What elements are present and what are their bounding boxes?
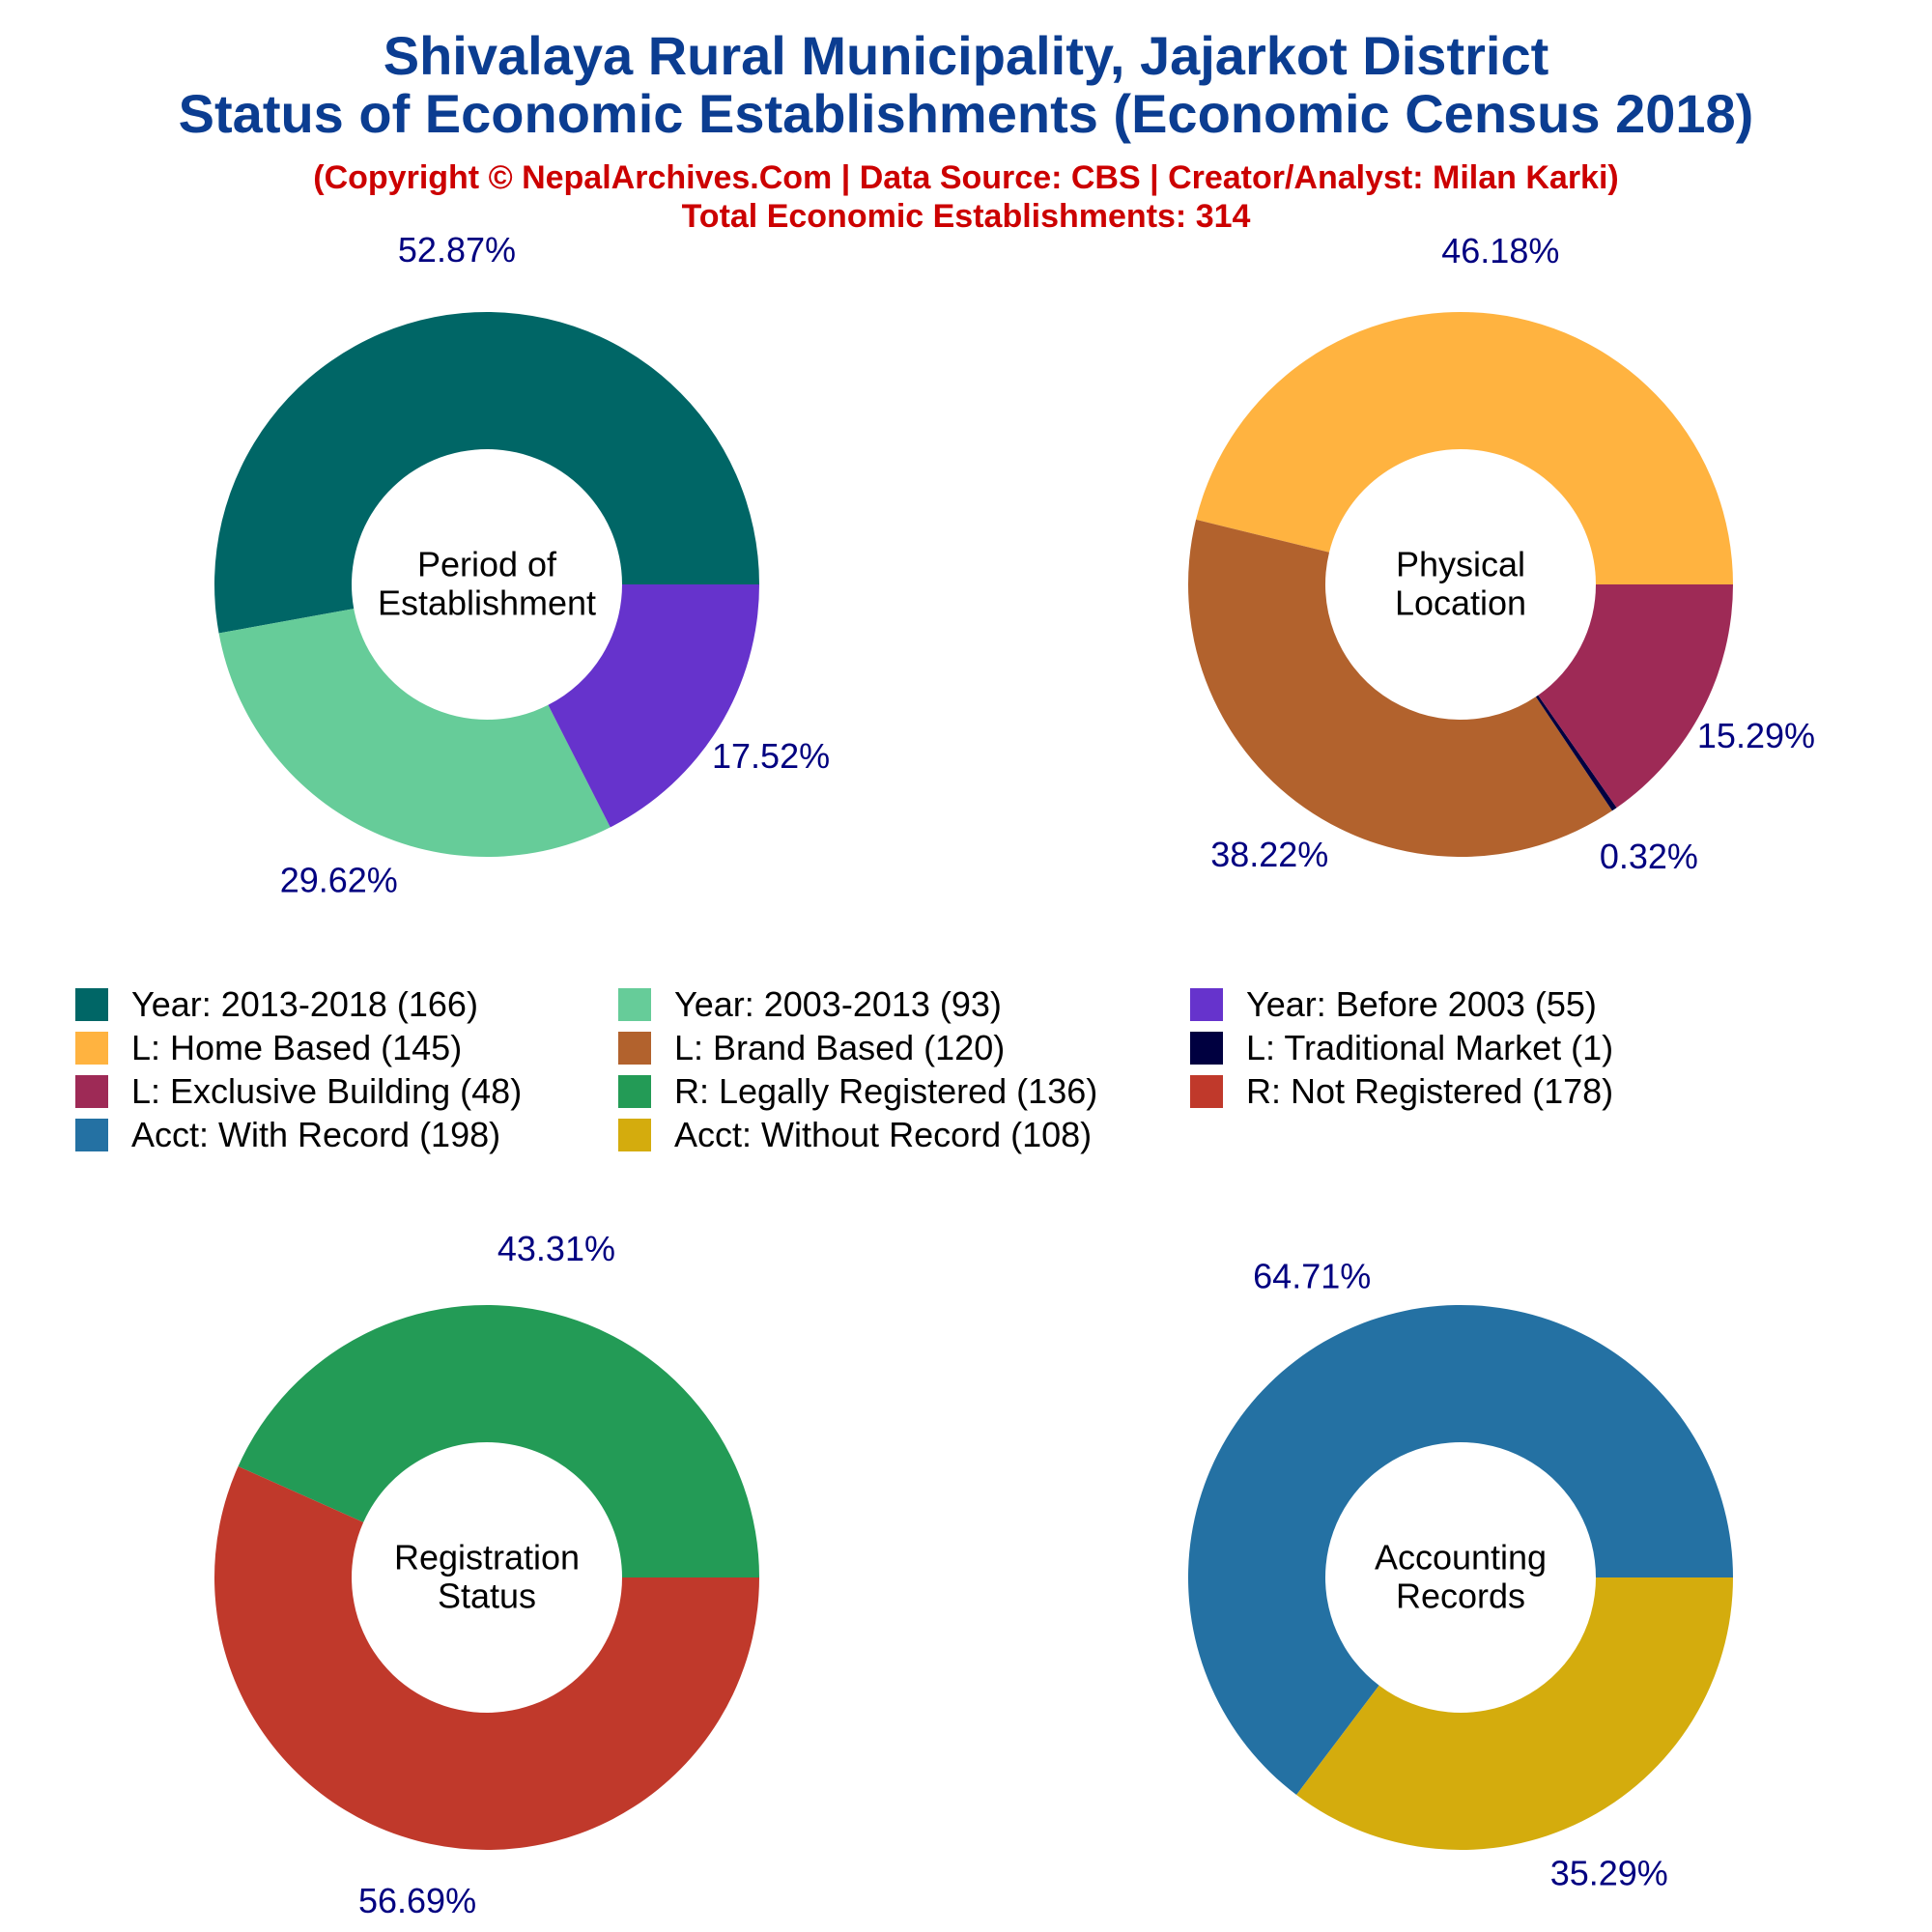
- legend-item: L: Traditional Market (1): [1190, 1027, 1613, 1069]
- pie-slice: [218, 609, 611, 857]
- legend-item: Acct: With Record (198): [75, 1114, 500, 1156]
- legend-label: R: Legally Registered (136): [674, 1071, 1098, 1111]
- slice-pct-label: 0.32%: [1600, 837, 1698, 876]
- legend-label: L: Brand Based (120): [674, 1028, 1006, 1067]
- pie-slice: [238, 1304, 759, 1577]
- legend-swatch: [75, 1119, 108, 1151]
- legend-swatch: [75, 1032, 108, 1065]
- legend-swatch: [1190, 988, 1223, 1021]
- legend-item: R: Not Registered (178): [1190, 1070, 1613, 1113]
- legend-item: Acct: Without Record (108): [618, 1114, 1092, 1156]
- slice-pct-label: 56.69%: [358, 1881, 476, 1920]
- legend-label: Year: 2003-2013 (93): [674, 984, 1002, 1024]
- legend-label: Acct: With Record (198): [131, 1115, 501, 1154]
- legend-item: L: Home Based (145): [75, 1027, 462, 1069]
- legend-item: Year: 2013-2018 (166): [75, 983, 478, 1026]
- legend-item: Year: 2003-2013 (93): [618, 983, 1002, 1026]
- legend-label: R: Not Registered (178): [1246, 1071, 1614, 1111]
- slice-pct-label: 38.22%: [1210, 835, 1328, 874]
- chart-title-line2: Status of Economic Establishments (Econo…: [178, 83, 1754, 144]
- legend-label: Acct: Without Record (108): [674, 1115, 1093, 1154]
- slice-pct-label: 29.62%: [280, 861, 398, 900]
- legend-item: L: Brand Based (120): [618, 1027, 1005, 1069]
- legend-label: Year: Before 2003 (55): [1246, 984, 1597, 1024]
- slice-pct-label: 46.18%: [1441, 231, 1559, 270]
- legend-item: R: Legally Registered (136): [618, 1070, 1097, 1113]
- pie-slice: [213, 311, 760, 634]
- donut-center-label: Accounting: [1375, 1538, 1547, 1577]
- legend-item: L: Exclusive Building (48): [75, 1070, 522, 1113]
- slice-pct-label: 64.71%: [1253, 1257, 1371, 1296]
- pie-slice: [1296, 1577, 1733, 1851]
- legend-item: Year: Before 2003 (55): [1190, 983, 1597, 1026]
- donut-center-label: Registration: [394, 1538, 580, 1577]
- slice-pct-label: 43.31%: [497, 1229, 615, 1268]
- pie-slice: [1196, 311, 1733, 584]
- legend-swatch: [75, 1075, 108, 1108]
- legend-swatch: [618, 988, 651, 1021]
- legend-swatch: [618, 1119, 651, 1151]
- slice-pct-label: 15.29%: [1697, 716, 1815, 755]
- legend-swatch: [1190, 1075, 1223, 1108]
- donut-center-label: Physical: [1396, 545, 1525, 584]
- donut-center-label: Period of: [417, 545, 557, 584]
- slice-pct-label: 17.52%: [712, 736, 830, 776]
- legend-swatch: [618, 1032, 651, 1065]
- pie-slice: [1187, 519, 1612, 857]
- donut-center-label: Location: [1395, 583, 1526, 623]
- legend-label: L: Exclusive Building (48): [131, 1071, 523, 1111]
- legend-swatch: [1190, 1032, 1223, 1065]
- pie-slice: [1188, 1305, 1733, 1796]
- legend-swatch: [618, 1075, 651, 1108]
- chart-title-line1: Shivalaya Rural Municipality, Jajarkot D…: [383, 25, 1549, 86]
- donut-center-label: Records: [1396, 1577, 1525, 1616]
- legend-label: L: Home Based (145): [131, 1028, 463, 1067]
- total-establishments: Total Economic Establishments: 314: [681, 198, 1251, 235]
- pie-slice: [214, 1465, 759, 1850]
- legend-label: L: Traditional Market (1): [1246, 1028, 1614, 1067]
- legend-label: Year: 2013-2018 (166): [131, 984, 478, 1024]
- credit-line: (Copyright © NepalArchives.Com | Data So…: [313, 159, 1619, 196]
- donut-center-label: Status: [438, 1577, 536, 1616]
- legend: Year: 2013-2018 (166) Year: 2003-2013 (93…: [0, 983, 1932, 1177]
- legend-swatch: [75, 988, 108, 1021]
- pie-slice: [1538, 584, 1733, 809]
- donut-center-label: Establishment: [378, 583, 596, 623]
- slice-pct-label: 35.29%: [1550, 1853, 1668, 1892]
- pie-slice: [1535, 695, 1617, 811]
- slice-pct-label: 52.87%: [398, 230, 516, 270]
- pie-slice: [548, 584, 759, 828]
